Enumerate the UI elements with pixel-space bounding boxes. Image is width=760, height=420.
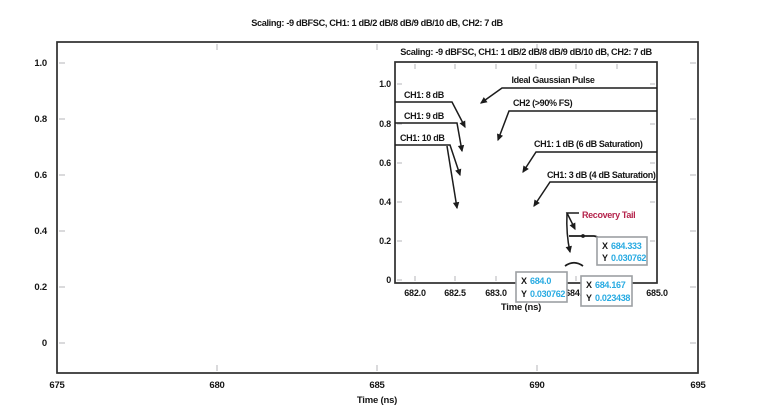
cursor-datatip-1: X 684.0 Y 0.030762	[515, 271, 568, 303]
ch1-10db-leader	[395, 144, 462, 177]
inset-y-tickmarks	[397, 83, 655, 281]
main-xtick-675: 675	[49, 380, 65, 391]
inset-xtick-682.0: 682.0	[404, 288, 426, 298]
annotation-ch1-3db: CH1: 3 dB (4 dB Saturation)	[547, 170, 656, 180]
inset-xaxis-label: Time (ns)	[501, 302, 541, 313]
annotation-ch1-10db: CH1: 10 dB	[400, 133, 445, 143]
cursor-x-value: 684.333	[611, 241, 642, 251]
annotation-ch2: CH2 (>90% FS)	[513, 98, 573, 108]
cursor-y-label: Y	[602, 253, 608, 263]
inset-ytick-0.8: 0.8	[379, 119, 391, 129]
recovery-leader-lower	[565, 212, 572, 254]
main-x-tickmarks	[216, 44, 538, 371]
cursor-y-value: 0.030762	[530, 289, 565, 299]
annotation-ch1-8db: CH1: 8 dB	[404, 90, 445, 100]
inset-ytick-0.6: 0.6	[379, 158, 391, 168]
inset-ytick-0.4: 0.4	[379, 197, 391, 207]
ch1-1db-leader	[522, 151, 657, 174]
annotation-ch1-9db: CH1: 9 dB	[404, 111, 445, 121]
cursor-y-value: 0.023438	[595, 293, 630, 303]
cursor-x-label: X	[586, 280, 592, 290]
main-xaxis-label: Time (ns)	[357, 395, 397, 406]
main-ytick-0: 0	[42, 338, 47, 349]
ch1-10db-leader-2	[446, 145, 460, 210]
annotation-ch1-1db: CH1: 1 dB (6 dB Saturation)	[534, 139, 643, 149]
main-ytick-0.8: 0.8	[34, 114, 47, 125]
ch1-8db-leader	[395, 101, 466, 129]
cursor-x-label: X	[521, 276, 527, 286]
ch1-3db-leader	[533, 181, 657, 207]
main-xtick-690: 690	[529, 380, 544, 391]
inset-ytick-0: 0	[386, 275, 391, 285]
inset-xtick-684.0: 684.0	[565, 288, 587, 298]
ch2-leader	[497, 110, 657, 142]
ch1-9db-leader	[395, 122, 465, 153]
main-ytick-0.6: 0.6	[34, 170, 47, 181]
cursor-box	[515, 271, 568, 303]
main-title: Scaling: -9 dBFSC, CH1: 1 dB/2 dB/8 dB/9…	[251, 18, 503, 28]
cursor-box	[580, 275, 633, 307]
main-xtick-695: 695	[690, 380, 706, 391]
inset-ytick-1.0: 1.0	[379, 79, 391, 89]
inset-ytick-0.2: 0.2	[379, 236, 391, 246]
main-y-tickmarks	[59, 62, 696, 344]
main-ytick-0.2: 0.2	[34, 282, 47, 293]
cursor-x-value: 684.167	[595, 280, 626, 290]
cursor-x-value: 684.0	[530, 276, 551, 286]
annotation-ideal-gaussian-pulse: Ideal Gaussian Pulse	[511, 75, 594, 85]
cursor-box	[596, 236, 648, 266]
main-ytick-1.0: 1.0	[34, 58, 47, 69]
main-xtick-685: 685	[369, 380, 385, 391]
cursor-y-label: Y	[586, 293, 592, 303]
cursor-y-value: 0.030762	[611, 253, 646, 263]
cursor-datatip-2: X 684.167 Y 0.023438	[580, 275, 633, 307]
ideal-gaussian-leader	[480, 87, 657, 104]
cursor-x-label: X	[602, 241, 608, 251]
inset-xtick-685.0: 685.0	[646, 288, 668, 298]
cursor-y-label: Y	[521, 289, 527, 299]
inset-title: Scaling: -9 dBFSC, CH1: 1 dB/2 dB/8 dB/9…	[400, 47, 652, 57]
main-xtick-680: 680	[209, 380, 224, 391]
inset-xtick-682.5: 682.5	[444, 288, 466, 298]
cursor-datatip-3: X 684.333 Y 0.030762	[596, 236, 648, 266]
main-ytick-0.4: 0.4	[34, 226, 48, 237]
inset-xtick-683.0: 683.0	[485, 288, 507, 298]
annotation-recovery-tail: Recovery Tail	[582, 210, 635, 220]
annotation-leaders	[395, 87, 657, 254]
main-axes-frame	[56, 41, 699, 374]
